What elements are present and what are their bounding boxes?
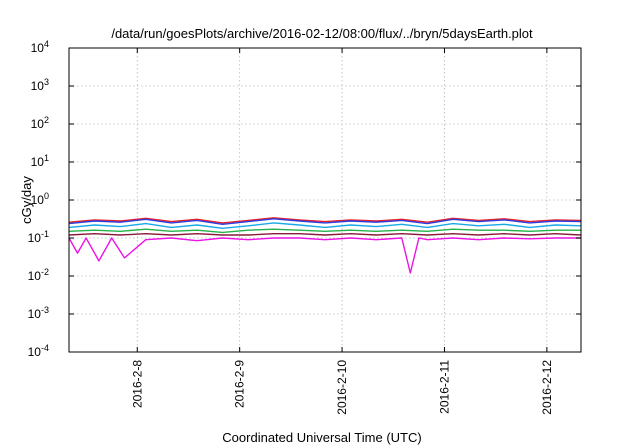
- x-tick-label: 2016-2-10: [335, 360, 349, 415]
- series-line-1: [68, 217, 582, 224]
- x-axis-ticks: 2016-2-8 2016-2-9 2016-2-10 2016-2-11 2016-2…: [130, 48, 554, 415]
- series-group: [68, 217, 582, 274]
- chart-title: /data/run/goesPlots/archive/2016-02-12/0…: [111, 26, 533, 41]
- series-line-3: [68, 222, 582, 230]
- series-line-2: [68, 218, 582, 226]
- y-tick-label: 102: [31, 115, 49, 131]
- series-line-4: [68, 228, 581, 234]
- y-tick-label: 10-3: [28, 305, 49, 321]
- grid-lines: [69, 48, 581, 352]
- y-tick-label: 101: [31, 153, 49, 169]
- y-tick-label: 100: [31, 191, 49, 207]
- y-axis-ticks: 10-4 10-3 10-2 10-1 100 101 102 103 104: [28, 39, 581, 359]
- x-tick-label: 2016-2-11: [437, 360, 451, 414]
- y-tick-label: 10-4: [28, 343, 49, 359]
- x-tick-label: 2016-2-9: [233, 360, 247, 408]
- x-tick-label: 2016-2-12: [540, 360, 554, 415]
- y-tick-label: 10-1: [28, 229, 49, 245]
- y-axis-label: cGy/day: [19, 176, 34, 224]
- y-tick-label: 10-2: [28, 267, 49, 283]
- y-tick-label: 103: [31, 77, 49, 93]
- y-tick-label: 104: [31, 39, 49, 55]
- x-tick-label: 2016-2-8: [130, 360, 144, 408]
- x-axis-label: Coordinated Universal Time (UTC): [222, 430, 421, 445]
- series-line-6: [68, 237, 581, 274]
- series-line-5: [68, 232, 582, 236]
